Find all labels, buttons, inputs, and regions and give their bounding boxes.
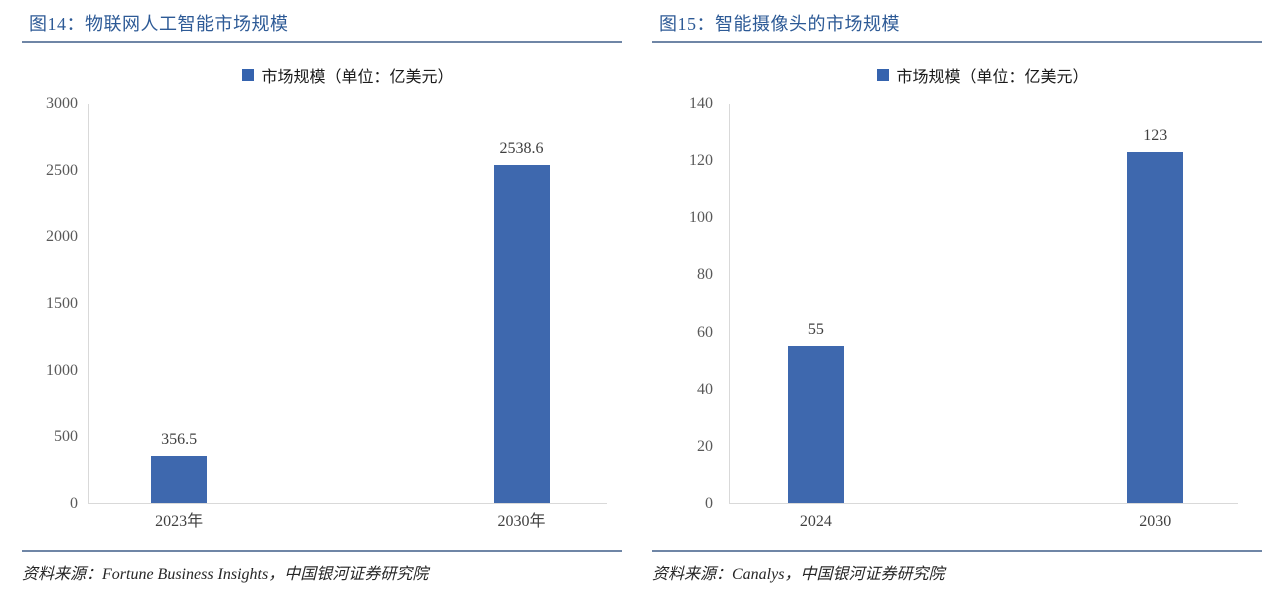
figure-title: 图15：智能摄像头的市场规模 — [659, 14, 900, 34]
y-tick-label: 20 — [697, 437, 713, 455]
bar-value-label: 55 — [807, 321, 824, 339]
source-note: 资料来源：Fortune Business Insights，中国银河证券研究院 — [22, 566, 429, 583]
x-tick-label: 2024 — [799, 513, 832, 530]
x-tick-label: 2030年 — [497, 513, 546, 530]
y-tick-label: 3000 — [46, 95, 78, 112]
figure-panel-14: 图14：物联网人工智能市场规模 市场规模（单位：亿美元） 0 500 1000 150… — [22, 10, 622, 588]
x-tick-label: 2030 — [1139, 513, 1172, 530]
legend-swatch-icon — [877, 69, 890, 81]
bar — [1127, 152, 1184, 503]
bar — [493, 165, 550, 503]
y-tick-label: 80 — [697, 266, 713, 284]
title-divider — [652, 41, 1262, 43]
y-tick-label: 100 — [689, 209, 713, 227]
y-tick-label: 2500 — [46, 161, 78, 179]
y-tick-label: 40 — [697, 380, 713, 398]
bar-value-label: 123 — [1143, 127, 1168, 145]
y-tick-label: 0 — [70, 495, 78, 512]
plot-area: 356.5 2023年 2538.6 2030年 — [88, 104, 607, 530]
y-tick-label: 1000 — [46, 361, 78, 379]
title-divider — [22, 41, 622, 43]
plot-area: 55 2024 123 2030 — [729, 104, 1238, 530]
y-tick-label: 2000 — [46, 228, 78, 246]
y-tick-label: 120 — [689, 152, 713, 170]
legend-label: 市场规模（单位：亿美元） — [261, 69, 454, 86]
figure-panel-15: 图15：智能摄像头的市场规模 市场规模（单位：亿美元） 0 20 40 60 80 100… — [652, 10, 1262, 588]
bar — [151, 455, 208, 503]
chart-legend: 市场规模（单位：亿美元） — [652, 65, 1262, 86]
source-divider — [22, 550, 622, 552]
x-tick-label: 2023年 — [155, 513, 204, 530]
figure-title: 图14：物联网人工智能市场规模 — [29, 14, 289, 34]
y-tick-label: 1500 — [46, 295, 78, 312]
y-tick-label: 60 — [697, 323, 713, 341]
bar-value-label: 356.5 — [161, 430, 198, 448]
source-note: 资料来源：Canalys，中国银河证券研究院 — [652, 566, 945, 583]
y-tick-label: 500 — [54, 428, 78, 446]
bar-chart: 0 500 1000 1500 2000 2500 3000 356.5 2023年 2538.… — [22, 96, 622, 530]
source-divider — [652, 550, 1262, 552]
legend-swatch-icon — [242, 69, 255, 81]
y-tick-label: 140 — [689, 95, 713, 112]
chart-legend: 市场规模（单位：亿美元） — [22, 65, 622, 86]
y-axis: 0 20 40 60 80 100 120 140 — [652, 96, 713, 512]
y-tick-label: 0 — [705, 495, 713, 512]
y-axis: 0 500 1000 1500 2000 2500 3000 — [22, 96, 78, 512]
legend-label: 市场规模（单位：亿美元） — [896, 69, 1089, 86]
bar-chart: 0 20 40 60 80 100 120 140 55 2024 123 2030 — [652, 96, 1262, 530]
bar-value-label: 2538.6 — [499, 140, 544, 158]
bar — [787, 346, 844, 503]
